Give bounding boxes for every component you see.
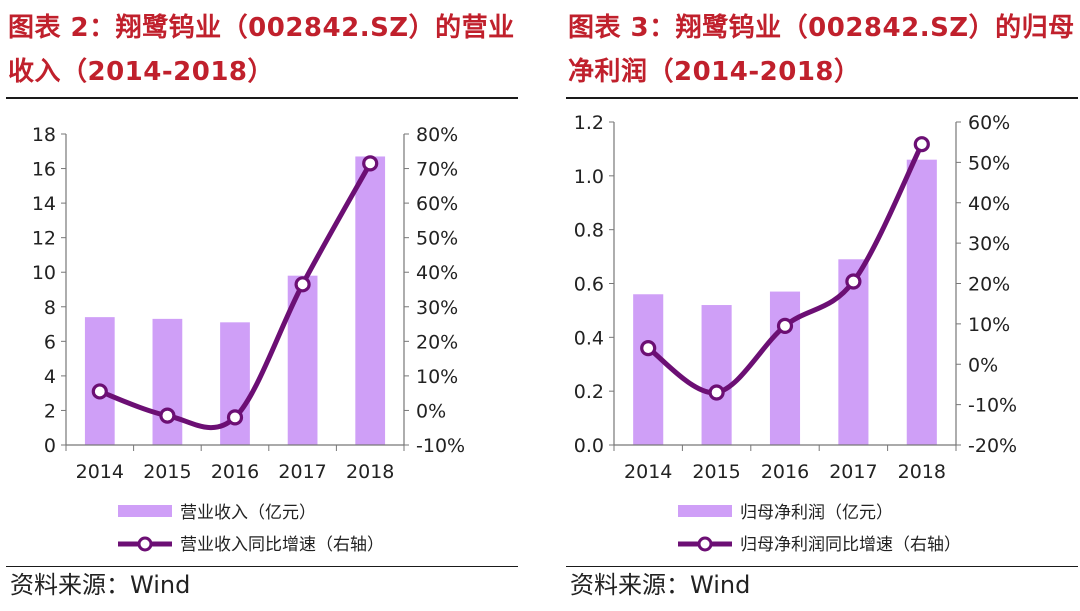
legend-label-bar: 营业收入（亿元） bbox=[180, 503, 316, 523]
legend-label-bar: 归母净利润（亿元） bbox=[740, 503, 893, 523]
bar-2015 bbox=[701, 305, 732, 445]
right-tick-label: 80% bbox=[416, 124, 458, 146]
chart-panel-net-profit: 图表 3：翔鹭钨业（002842.SZ）的归母净利润（2014-2018） 0.… bbox=[560, 0, 1080, 611]
growth-point-2015 bbox=[159, 407, 176, 424]
growth-point-2017 bbox=[294, 276, 311, 293]
x-tick-label-2015: 2015 bbox=[692, 461, 740, 483]
left-tick-label: 16 bbox=[32, 159, 56, 181]
legend-swatch-marker bbox=[697, 536, 713, 552]
left-tick-label: 0 bbox=[44, 435, 56, 457]
right-tick-label: 10% bbox=[968, 314, 1010, 336]
growth-line bbox=[98, 162, 373, 430]
right-tick-label: 20% bbox=[968, 274, 1010, 296]
growth-point-2018 bbox=[913, 136, 930, 153]
left-tick-label: 14 bbox=[32, 193, 56, 215]
right-tick-label: -10% bbox=[968, 395, 1017, 417]
right-tick-label: 50% bbox=[968, 152, 1010, 174]
legend-label-line: 营业收入同比增速（右轴） bbox=[180, 535, 384, 555]
growth-point-2016 bbox=[226, 409, 244, 426]
net-profit-chart: 0.0 0.2 0.4 0.6 0.8 1.0 1.2 -20% -10% 0% 10% 20% 30%… bbox=[574, 112, 1017, 555]
legend-label-line: 归母净利润同比增速（右轴） bbox=[740, 535, 961, 555]
chart-title: 图表 2：翔鹭钨业（002842.SZ）的营业收入（2014-2018） bbox=[8, 13, 515, 87]
x-tick-label-2014: 2014 bbox=[624, 461, 672, 483]
right-tick-label: 30% bbox=[968, 233, 1010, 255]
left-tick-label: 1.2 bbox=[574, 112, 604, 134]
left-tick-label: 0.8 bbox=[574, 220, 604, 242]
x-tick-label-2016: 2016 bbox=[211, 461, 259, 483]
left-tick-label: 0.0 bbox=[574, 435, 604, 457]
left-tick-label: 0.6 bbox=[574, 274, 604, 296]
legend-swatch-marker bbox=[137, 536, 153, 552]
right-tick-label: -10% bbox=[416, 435, 465, 457]
growth-point-2016 bbox=[776, 317, 794, 334]
title-divider bbox=[6, 97, 518, 99]
left-tick-label: 2 bbox=[44, 400, 56, 422]
right-tick-label: 50% bbox=[416, 228, 458, 250]
x-tick-label-2017: 2017 bbox=[278, 461, 326, 483]
x-tick-label-2015: 2015 bbox=[143, 461, 191, 483]
left-tick-label: 0.2 bbox=[574, 381, 604, 403]
bar-2014 bbox=[84, 317, 115, 445]
left-tick-label: 4 bbox=[44, 366, 56, 388]
growth-point-2015 bbox=[708, 384, 725, 401]
left-tick-label: 18 bbox=[32, 124, 56, 146]
right-tick-label: 60% bbox=[968, 112, 1010, 134]
bar-2014 bbox=[633, 294, 664, 445]
growth-point-2014 bbox=[640, 340, 657, 357]
source-divider bbox=[6, 566, 518, 567]
x-tick-label-2016: 2016 bbox=[761, 461, 809, 483]
chart-panel-revenue: 图表 2：翔鹭钨业（002842.SZ）的营业收入（2014-2018） 0 2 4… bbox=[0, 0, 520, 611]
legend-swatch-bar bbox=[678, 505, 732, 517]
right-tick-label: 10% bbox=[416, 366, 458, 388]
left-tick-label: 8 bbox=[44, 297, 56, 319]
legend-swatch-bar bbox=[118, 505, 172, 517]
x-tick-label-2018: 2018 bbox=[898, 461, 946, 483]
bar-2018 bbox=[906, 159, 937, 445]
x-tick-label-2014: 2014 bbox=[76, 461, 124, 483]
right-tick-label: 40% bbox=[416, 262, 458, 284]
growth-point-2014 bbox=[91, 383, 108, 400]
x-tick-label-2018: 2018 bbox=[346, 461, 394, 483]
source-note: 资料来源：Wind bbox=[10, 571, 191, 599]
bar-2015 bbox=[152, 318, 183, 445]
revenue-chart: 0 2 4 6 8 10 12 14 16 18 -10% 0% 10% 20% 30% 40% 50% 60% 7… bbox=[32, 124, 465, 555]
right-tick-label: 0% bbox=[416, 400, 446, 422]
right-tick-label: -20% bbox=[968, 435, 1017, 457]
bar-2016 bbox=[769, 291, 801, 445]
chart-title: 图表 3：翔鹭钨业（002842.SZ）的归母净利润（2014-2018） bbox=[568, 13, 1075, 87]
left-tick-label: 6 bbox=[44, 331, 56, 353]
left-tick-label: 0.4 bbox=[574, 327, 604, 349]
right-tick-label: 60% bbox=[416, 193, 458, 215]
right-tick-label: 40% bbox=[968, 193, 1010, 215]
source-divider bbox=[566, 566, 1078, 567]
right-tick-label: 20% bbox=[416, 331, 458, 353]
left-tick-label: 1.0 bbox=[574, 166, 604, 188]
x-tick-label-2017: 2017 bbox=[829, 461, 877, 483]
growth-point-2018 bbox=[362, 155, 379, 172]
right-tick-label: 70% bbox=[416, 159, 458, 181]
left-tick-label: 12 bbox=[32, 228, 56, 250]
right-tick-label: 30% bbox=[416, 297, 458, 319]
growth-point-2017 bbox=[845, 273, 862, 290]
bar-2018 bbox=[355, 156, 386, 445]
title-divider bbox=[566, 97, 1078, 99]
left-tick-label: 10 bbox=[32, 262, 56, 284]
right-tick-label: 0% bbox=[968, 354, 998, 376]
source-note: 资料来源：Wind bbox=[570, 571, 751, 599]
